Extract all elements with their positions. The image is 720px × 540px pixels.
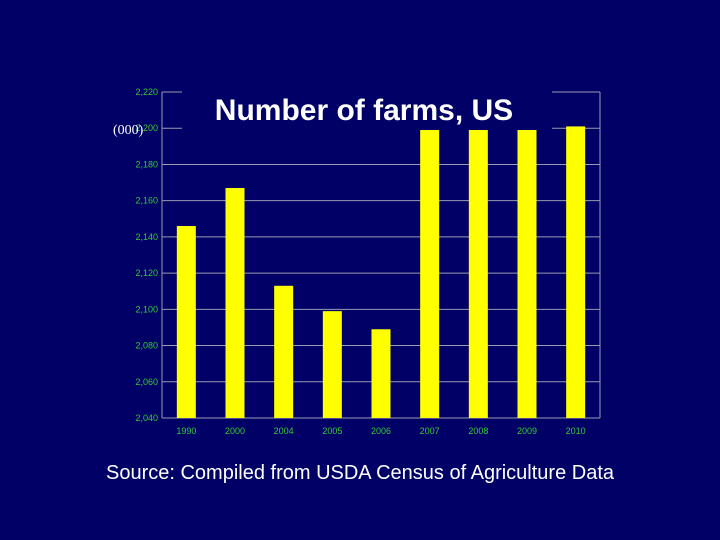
bar-2000 [225,187,245,418]
x-tick-labels: 1990 2000 2004 2005 2006 2007 2008 2009 2010 [176,426,585,436]
y-axis-unit-label: (000) [113,123,144,138]
y-tick-labels: 2,040 2,060 2,080 2,100 2,120 2,140 2,160 2,180… [135,87,158,423]
bar-2008 [468,128,488,418]
y-tick-label: 2,200 [135,123,158,133]
bar-2009 [517,128,537,418]
y-tick-label: 2,140 [135,232,158,242]
title-backdrop [182,90,552,130]
bar-1990 [176,226,196,418]
bar-2006 [371,329,391,418]
y-tick-label: 2,100 [135,304,158,314]
x-tick-label: 2008 [468,426,488,436]
bars [176,119,586,419]
x-tick-label: 2005 [322,426,342,436]
x-tick-label: 2000 [225,426,245,436]
y-tick-label: 2,120 [135,268,158,278]
x-tick-label: 1990 [176,426,196,436]
x-tick-label: 2006 [371,426,391,436]
chart-title: Number of farms, US [215,94,513,127]
y-tick-label: 2,220 [135,87,158,97]
y-tick-label: 2,040 [135,413,158,423]
bar-2010 [566,126,586,419]
x-tick-label: 2010 [566,426,586,436]
y-tick-label: 2,180 [135,159,158,169]
bar-2005 [322,311,342,418]
x-tick-label: 2004 [274,426,294,436]
x-tick-label: 2009 [517,426,537,436]
y-tick-label: 2,080 [135,341,158,351]
y-tick-label: 2,160 [135,196,158,206]
bar-2004 [274,285,294,418]
bar-2007 [420,119,440,419]
x-tick-label: 2007 [420,426,440,436]
source-caption: Source: Compiled from USDA Census of Agr… [106,462,614,484]
y-tick-label: 2,060 [135,377,158,387]
